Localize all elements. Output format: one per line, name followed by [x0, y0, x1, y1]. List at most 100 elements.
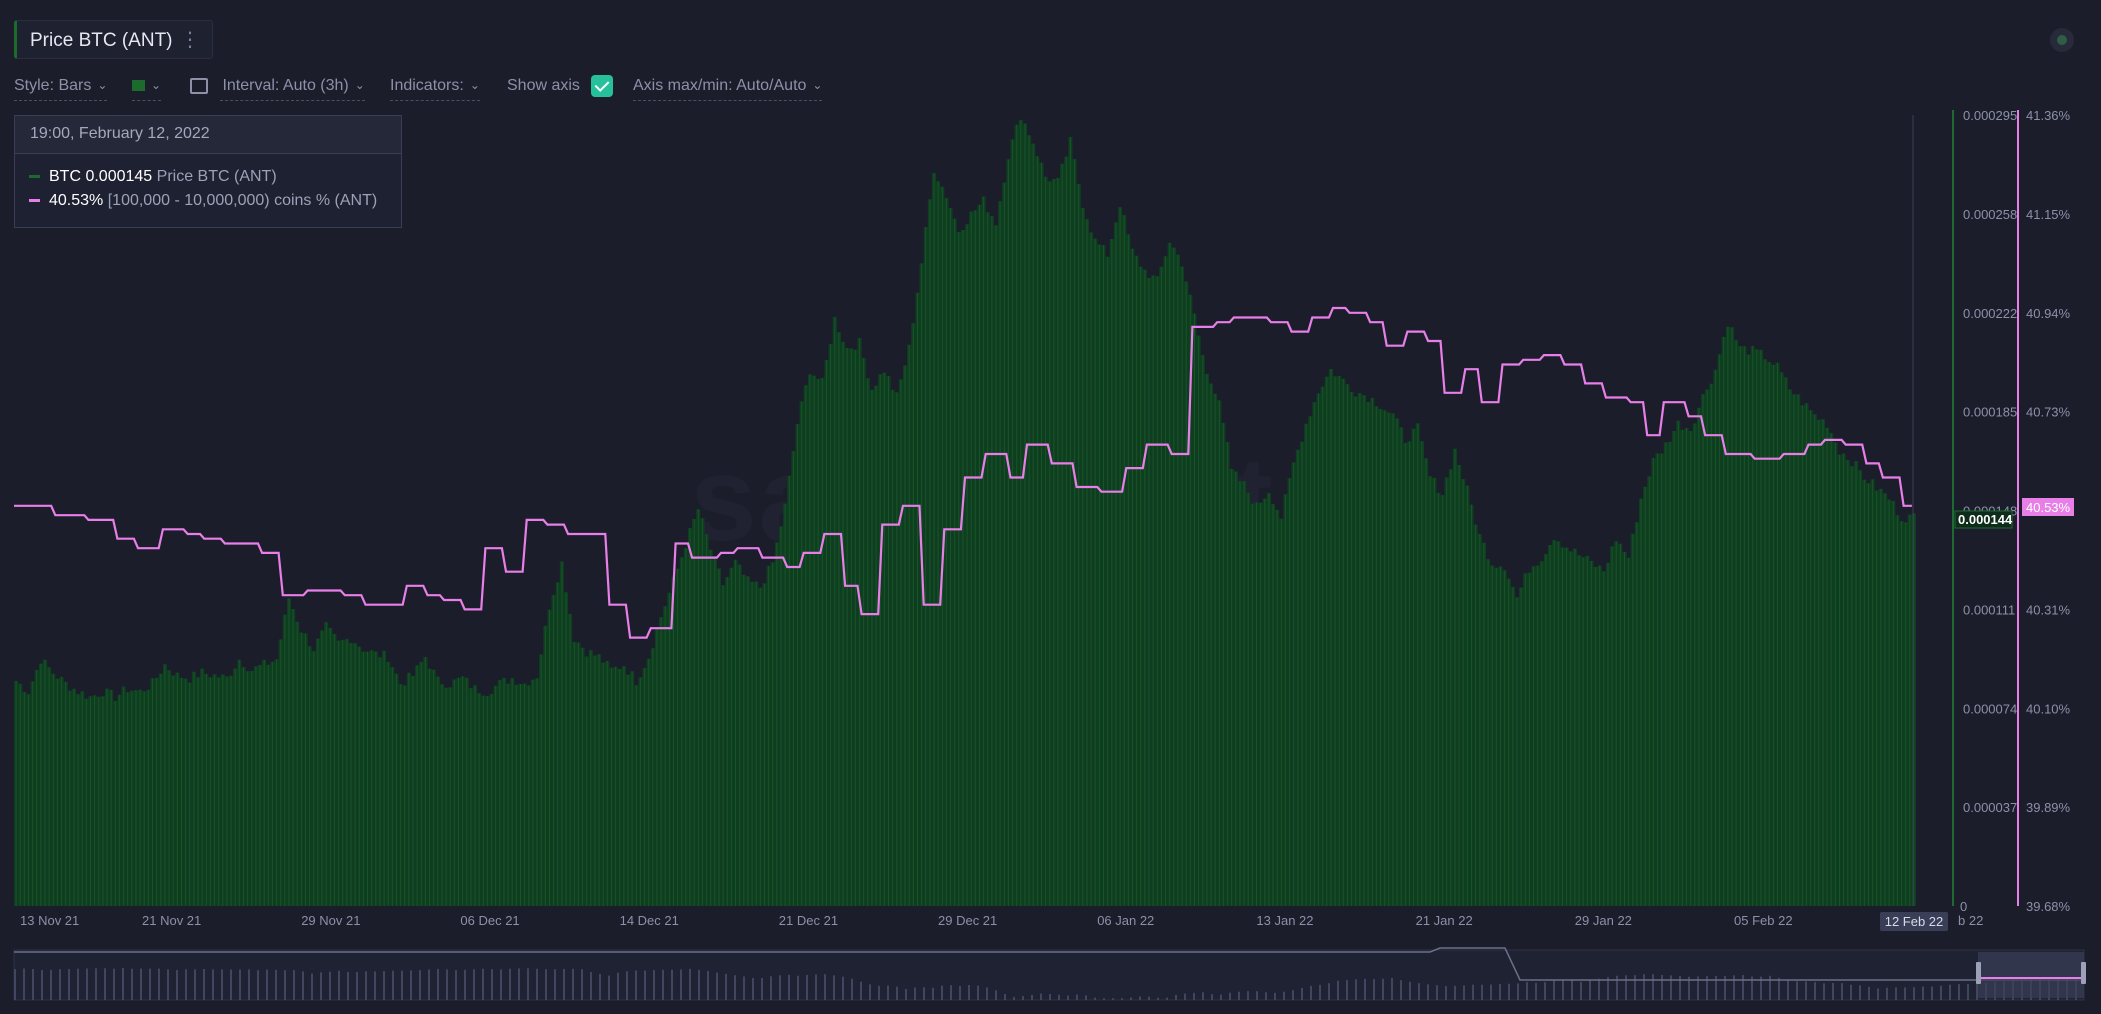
- x-axis-tick-label: 14 Dec 21: [620, 913, 679, 928]
- navigator-bar: [1445, 986, 1447, 1000]
- navigator-bar: [977, 985, 979, 1000]
- navigator-bar: [500, 969, 502, 1000]
- navigator-bar: [419, 970, 421, 1000]
- x-axis-tick-label: 21 Jan 22: [1416, 913, 1473, 928]
- navigator-bar: [554, 969, 556, 1000]
- navigator-bar: [707, 970, 709, 1000]
- navigator-bar: [1625, 975, 1627, 1000]
- navigator-bar: [1274, 992, 1276, 1000]
- navigator-bar: [275, 969, 277, 1000]
- navigator-bar: [959, 985, 961, 1000]
- tooltip-row-holders: 40.53% [100,000 - 10,000,000) coins % (A…: [29, 192, 377, 210]
- left-axis-tick-label: 0.000258: [1963, 207, 2017, 222]
- navigator-bar: [149, 968, 151, 1000]
- navigator-bar: [1535, 982, 1537, 1000]
- navigator-bar: [1463, 985, 1465, 1000]
- navigator-line: [14, 947, 2084, 981]
- navigator-bar: [23, 968, 25, 1000]
- indicators-dropdown[interactable]: Indicators: ⌄: [390, 77, 480, 101]
- navigator-bar: [923, 987, 925, 1000]
- tooltip-price-label: Price BTC (ANT): [156, 168, 277, 185]
- navigator-bar: [653, 970, 655, 1000]
- navigator-bar: [1310, 985, 1312, 1000]
- navigator-right-handle: [2081, 962, 2086, 984]
- navigator-bar: [176, 970, 178, 1000]
- navigator-bar: [689, 968, 691, 1000]
- navigator-bar: [1904, 987, 1906, 1000]
- navigator-bar: [1481, 984, 1483, 1000]
- navigator-bar: [1949, 984, 1951, 1000]
- navigator-bar: [1148, 996, 1150, 1000]
- x-axis-tick-label: 21 Dec 21: [779, 913, 838, 928]
- navigator-bar: [896, 986, 898, 1000]
- navigator-bar: [1112, 998, 1114, 1000]
- navigator-bar: [239, 969, 241, 1000]
- color-dropdown[interactable]: ⌄: [132, 77, 162, 101]
- navigator-bar: [365, 971, 367, 1000]
- navigator-bar: [1850, 984, 1852, 1000]
- chevron-down-icon: ⌄: [812, 78, 823, 92]
- navigator-bar: [1472, 984, 1474, 1000]
- navigator-bar: [221, 969, 223, 1000]
- chevron-down-icon: ⌄: [469, 78, 480, 92]
- tooltip-holders-value: 40.53%: [49, 192, 104, 209]
- chart-title-box[interactable]: Price BTC (ANT) ⋮: [14, 20, 213, 59]
- navigator-bar: [320, 972, 322, 1000]
- navigator-bar: [1913, 987, 1915, 1000]
- x-axis-tick-label: 29 Dec 21: [938, 913, 997, 928]
- navigator-bar: [1940, 985, 1942, 1000]
- navigator-bar: [590, 972, 592, 1000]
- navigator-bar: [671, 969, 673, 1000]
- navigator-bar: [1697, 976, 1699, 1000]
- navigator-bar: [1589, 980, 1591, 1000]
- navigator-bar: [392, 970, 394, 1000]
- navigator-bar: [1040, 993, 1042, 1000]
- navigator-bar: [1967, 983, 1969, 1000]
- navigator-bar: [1553, 980, 1555, 1000]
- show-axis-toggle[interactable]: Show axis: [507, 77, 580, 95]
- right-axis-tick-label: 39.68%: [2026, 899, 2071, 914]
- navigator-bar: [1508, 983, 1510, 1000]
- value-markers: 0.000144 40.53%: [1954, 498, 2074, 529]
- navigator-bar: [482, 968, 484, 1000]
- navigator-bar: [1787, 979, 1789, 1000]
- navigator-bar: [257, 970, 259, 1000]
- navigator-bar: [1715, 975, 1717, 1000]
- x-axis-tick-label: 06 Jan 22: [1097, 913, 1154, 928]
- navigator-bar: [437, 968, 439, 1000]
- settings-toggle-icon[interactable]: [2050, 28, 2074, 52]
- navigator-bar: [374, 971, 376, 1000]
- more-options-icon[interactable]: ⋮: [180, 29, 200, 51]
- current-pct-label: 40.53%: [2026, 500, 2071, 515]
- navigator-bar: [1256, 991, 1258, 1000]
- navigator-bar: [212, 969, 214, 1000]
- navigator-bar: [1049, 994, 1051, 1000]
- navigator-bar: [1814, 982, 1816, 1000]
- show-axis-checkbox[interactable]: [591, 75, 613, 97]
- navigator-bar: [1490, 984, 1492, 1000]
- navigator-bar: [473, 969, 475, 1000]
- tooltip-row-price: BTC 0.000145 Price BTC (ANT): [29, 168, 277, 186]
- navigator-bar: [1688, 976, 1690, 1000]
- navigator-bar: [329, 971, 331, 1000]
- right-axis-tick-label: 39.89%: [2026, 800, 2071, 815]
- navigator-bar: [410, 970, 412, 1000]
- navigator-bar: [1238, 991, 1240, 1000]
- navigator-bar: [1247, 991, 1249, 1000]
- navigator-bar: [1427, 984, 1429, 1000]
- navigator-bar: [932, 987, 934, 1000]
- navigator-bar: [77, 968, 79, 1000]
- navigator-bar: [968, 984, 970, 1000]
- navigator-bar: [383, 971, 385, 1000]
- interval-dropdown[interactable]: Interval: Auto (3h) ⌄: [190, 77, 365, 101]
- navigator-bar: [311, 973, 313, 1000]
- navigator-bar: [122, 968, 124, 1000]
- navigator-bar: [860, 981, 862, 1000]
- navigator-bar: [1616, 975, 1618, 1000]
- navigator-bar: [1877, 988, 1879, 1000]
- navigator-bar: [743, 976, 745, 1000]
- navigator-bar: [248, 969, 250, 1000]
- axis-minmax-dropdown[interactable]: Axis max/min: Auto/Auto ⌄: [633, 77, 823, 101]
- style-dropdown[interactable]: Style: Bars ⌄: [14, 77, 108, 101]
